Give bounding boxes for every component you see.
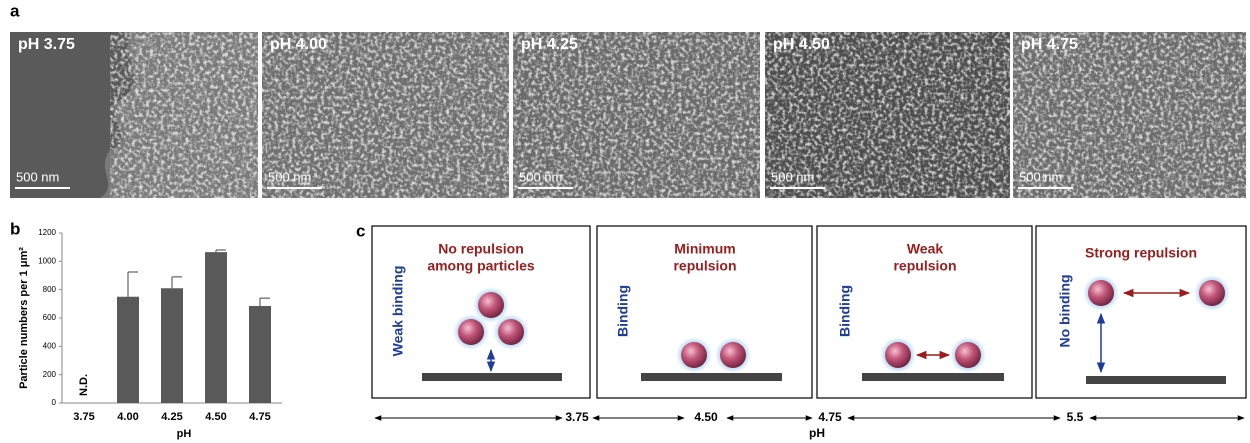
box-title: No repulsion — [438, 241, 524, 257]
ph-tick: 3.75 — [565, 410, 589, 424]
box-title: repulsion — [893, 258, 956, 274]
scale-bar-label: 500 nm — [1019, 169, 1062, 184]
x-tick-label: 4.75 — [249, 411, 270, 423]
figure: a b c pH 3.75 500 nm pH 4.00 500 nm pH 4.25 5… — [0, 0, 1250, 443]
y-tick-label: 1200 — [38, 228, 56, 237]
bar — [117, 297, 139, 403]
error-bar — [260, 298, 270, 306]
bar — [205, 252, 227, 403]
ph-tick: 5.5 — [1067, 410, 1084, 424]
y-tick-label: 0 — [52, 398, 57, 407]
scale-bar-label: 500 nm — [268, 169, 311, 184]
image-label: pH 4.00 — [270, 36, 327, 53]
box-title: among particles — [427, 258, 535, 274]
x-tick-label: 3.75 — [73, 411, 94, 423]
y-tick-label: 200 — [43, 370, 57, 379]
x-tick-label: 4.00 — [117, 411, 138, 423]
x-axis-label: pH — [177, 428, 192, 440]
sem-images: pH 3.75 500 nm pH 4.00 500 nm pH 4.25 500 nm p… — [10, 32, 1246, 198]
y-axis-label: Particle numbers per 1 μm² — [18, 247, 30, 389]
box-title: Minimum — [674, 241, 735, 257]
panel-label: a — [10, 1, 20, 20]
binding-label: Binding — [615, 285, 631, 337]
panel-label: c — [356, 221, 365, 240]
sem-texture — [110, 32, 258, 198]
substrate — [641, 373, 782, 381]
bar — [161, 288, 183, 403]
x-tick-label: 4.25 — [161, 411, 182, 423]
bar — [249, 306, 271, 403]
image-label: pH 4.25 — [521, 36, 578, 53]
y-tick-label: 800 — [43, 285, 57, 294]
bar-chart: 0 200 400 600 800 1000 1200 Particle numbers pe… — [18, 228, 282, 440]
box-title: repulsion — [673, 258, 736, 274]
binding-label: Weak binding — [390, 266, 406, 357]
ph-axis-label: pH — [809, 426, 825, 440]
schematic: No repulsion among particles Minimum rep… — [372, 226, 1246, 440]
box-title: Weak — [907, 241, 944, 257]
y-tick-label: 400 — [43, 341, 57, 350]
error-bar — [216, 250, 226, 252]
scale-bar-label: 500 nm — [519, 169, 562, 184]
substrate — [862, 373, 1004, 381]
error-bar — [128, 272, 138, 297]
box-title: Strong repulsion — [1085, 245, 1197, 261]
binding-label: Binding — [837, 285, 853, 337]
image-label: pH 3.75 — [18, 36, 75, 53]
image-label: pH 4.50 — [773, 36, 830, 53]
scale-bar-label: 500 nm — [771, 169, 814, 184]
substrate — [422, 373, 562, 381]
image-label: pH 4.75 — [1021, 36, 1078, 53]
x-tick-label: 4.50 — [205, 411, 226, 423]
error-bar — [172, 277, 182, 288]
value-label: N.D. — [78, 374, 90, 396]
ph-tick: 4.75 — [818, 410, 842, 424]
panel-label: b — [10, 219, 20, 238]
y-tick-label: 600 — [43, 313, 57, 322]
y-tick-label: 1000 — [38, 256, 56, 265]
binding-label: No binding — [1057, 274, 1073, 347]
substrate — [1086, 376, 1226, 384]
ph-tick: 4.50 — [694, 410, 718, 424]
scale-bar-label: 500 nm — [16, 169, 59, 184]
